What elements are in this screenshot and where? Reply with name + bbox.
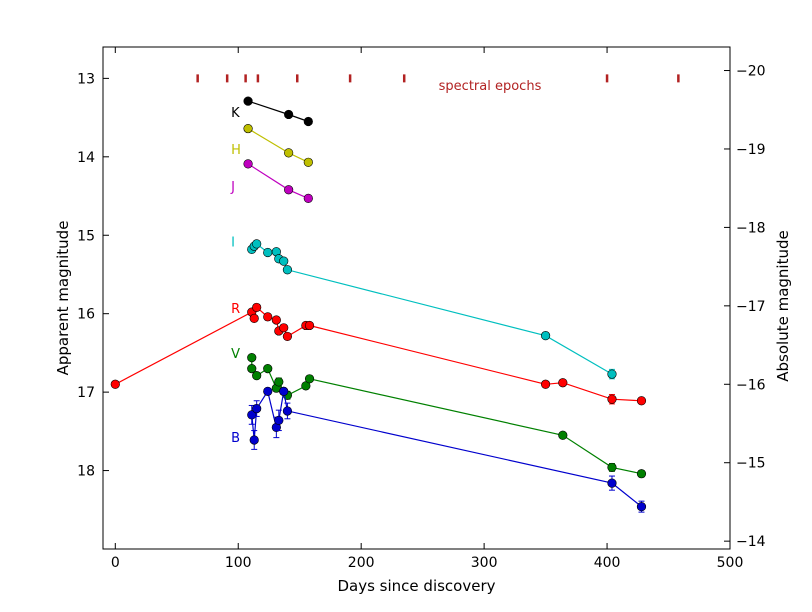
data-point <box>540 331 551 341</box>
spectral-epochs-label: spectral epochs <box>439 79 542 94</box>
y-tick-label: 16 <box>77 307 95 323</box>
data-point <box>252 371 262 381</box>
y-tick-label: 18 <box>77 464 95 480</box>
data-point <box>558 430 568 440</box>
series-J: J <box>230 159 313 203</box>
y2-tick-label: −15 <box>736 456 766 472</box>
y2-axis-label: Absolute magnitude <box>774 230 792 381</box>
data-point <box>304 374 315 384</box>
data-point <box>284 148 294 158</box>
y2-axis-ticks: −20 −19 −18 −17 −16 −15 −14 <box>724 64 766 550</box>
data-point <box>636 469 647 479</box>
y2-tick-label: −20 <box>736 64 766 80</box>
data-point <box>303 116 313 127</box>
data-point <box>607 478 617 488</box>
series-I: I <box>231 236 617 380</box>
series-B: B <box>231 386 647 513</box>
data-point <box>540 379 551 389</box>
data-point <box>274 415 284 425</box>
data-point <box>243 123 253 134</box>
data-point <box>304 320 315 331</box>
y-tick-label: 17 <box>77 385 95 401</box>
y-tick-label: 15 <box>77 228 95 244</box>
data-point <box>252 403 262 414</box>
data-point <box>243 159 253 169</box>
series-H: H <box>231 123 313 167</box>
data-point <box>607 394 617 404</box>
y2-tick-label: −19 <box>736 142 766 158</box>
x-tick-label: 500 <box>717 555 744 571</box>
data-point <box>247 353 257 363</box>
data-point <box>249 313 259 323</box>
data-point <box>263 312 273 322</box>
y2-tick-label: −17 <box>736 299 766 315</box>
series-label: K <box>231 106 240 121</box>
x-axis-label: Days since discovery <box>337 577 495 595</box>
series-line <box>247 163 309 199</box>
data-point <box>303 157 313 167</box>
data-point <box>284 185 294 195</box>
y2-tick-label: −18 <box>736 220 766 236</box>
x-tick-label: 300 <box>471 555 498 571</box>
data-point <box>249 435 259 445</box>
data-point <box>247 410 257 420</box>
data-point <box>110 379 120 389</box>
series-label: B <box>231 431 240 446</box>
data-point <box>263 386 273 396</box>
spectral-epoch-markers <box>196 74 680 83</box>
y-tick-label: 13 <box>77 71 95 87</box>
series-label: R <box>231 302 240 317</box>
series-line <box>251 243 613 375</box>
y2-tick-label: −14 <box>736 534 766 550</box>
data-point <box>243 96 253 106</box>
data-point <box>558 378 568 388</box>
data-point <box>607 369 617 379</box>
x-tick-label: 100 <box>225 555 252 571</box>
data-point <box>279 256 289 266</box>
data-point <box>636 396 647 406</box>
data-point <box>274 377 284 387</box>
data-point <box>263 247 273 258</box>
data-point <box>303 193 313 203</box>
data-point <box>279 386 289 396</box>
data-point <box>252 239 262 249</box>
x-tick-label: 400 <box>594 555 621 571</box>
series-line <box>247 100 309 123</box>
data-point <box>247 363 257 374</box>
y-tick-label: 14 <box>77 150 95 166</box>
series-line <box>247 128 309 163</box>
series-group: K H J I R V B <box>110 96 647 513</box>
data-point <box>282 265 293 275</box>
data-point <box>301 381 311 391</box>
x-tick-label: 0 <box>111 555 120 571</box>
data-point <box>282 406 293 416</box>
plot-frame <box>102 46 731 550</box>
series-label: J <box>230 180 235 195</box>
y-axis-ticks: 13 14 15 16 17 18 <box>77 71 109 480</box>
series-label: H <box>231 143 241 158</box>
data-point <box>271 315 281 325</box>
data-point <box>636 502 647 512</box>
series-label: I <box>231 236 235 251</box>
data-point <box>263 363 273 374</box>
series-V: V <box>231 347 647 479</box>
series-label: V <box>231 347 240 362</box>
x-axis-ticks: 0 100 200 300 400 500 <box>111 47 744 571</box>
data-point <box>607 462 617 473</box>
series-K: K <box>231 96 313 127</box>
series-R: R <box>110 302 647 406</box>
y2-tick-label: −16 <box>736 377 766 393</box>
data-point <box>284 109 294 120</box>
x-tick-label: 200 <box>348 555 375 571</box>
data-point <box>282 331 293 342</box>
data-point <box>279 323 289 333</box>
y-axis-label: Apparent magnitude <box>54 221 72 376</box>
data-point <box>252 302 262 313</box>
